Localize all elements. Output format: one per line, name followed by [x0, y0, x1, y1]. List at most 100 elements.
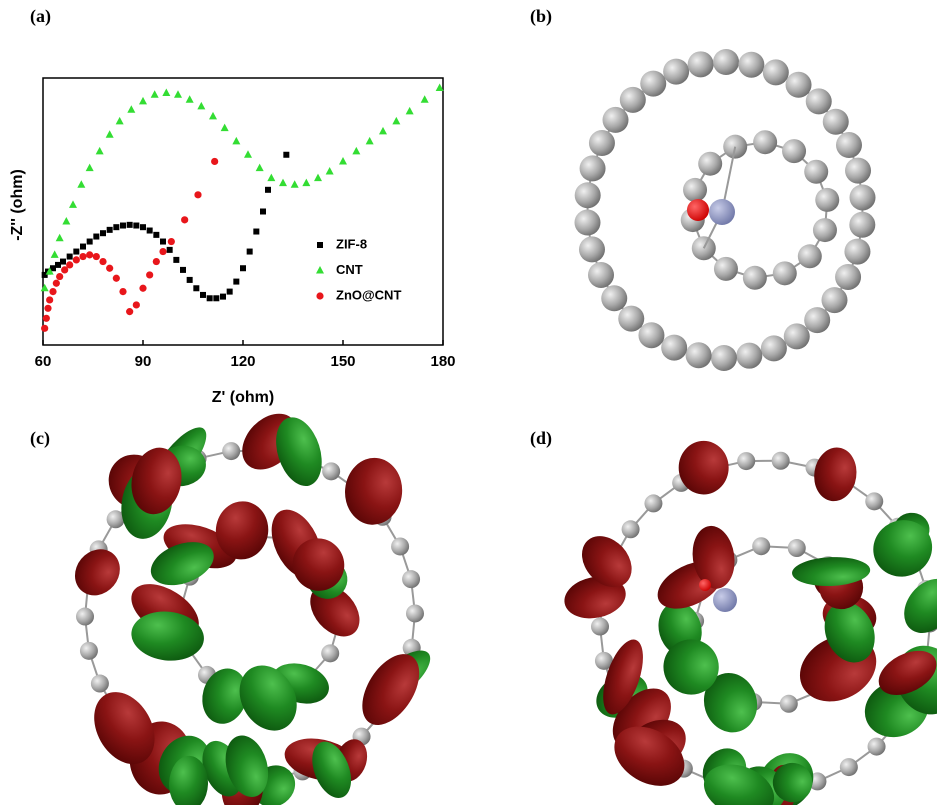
atom — [835, 264, 861, 290]
atom — [588, 262, 614, 288]
atom — [709, 199, 735, 225]
atom — [391, 537, 409, 555]
point — [120, 223, 126, 229]
atom — [638, 322, 664, 348]
atom — [865, 492, 883, 510]
atom — [644, 494, 662, 512]
legend-label: CNT — [336, 262, 363, 277]
point — [69, 200, 77, 208]
point — [41, 325, 48, 332]
atom — [618, 306, 644, 332]
point — [366, 137, 374, 145]
atom — [849, 212, 875, 238]
point — [60, 259, 66, 265]
point — [326, 167, 334, 175]
y-axis-label: -Z'' (ohm) — [9, 169, 26, 241]
atom — [782, 139, 806, 163]
point — [67, 254, 73, 260]
point — [41, 284, 49, 292]
point — [253, 229, 259, 235]
atom — [836, 132, 862, 158]
point — [173, 257, 179, 263]
atom — [784, 323, 810, 349]
atom — [620, 87, 646, 113]
atom — [699, 579, 711, 591]
plot-frame — [43, 78, 443, 345]
point — [44, 305, 51, 312]
point — [56, 234, 64, 242]
legend-label: ZIF-8 — [336, 236, 367, 251]
point — [93, 253, 100, 260]
point — [86, 251, 93, 258]
atom — [687, 199, 709, 221]
point — [153, 258, 160, 265]
atom — [222, 442, 240, 460]
point — [244, 150, 252, 158]
atom — [579, 236, 605, 262]
atom — [321, 644, 339, 662]
point — [126, 308, 133, 315]
point — [227, 289, 233, 295]
point — [96, 147, 104, 155]
point — [99, 258, 106, 265]
orbital-lobe — [66, 540, 129, 604]
atom — [772, 452, 790, 470]
legend-marker — [316, 266, 324, 274]
point — [79, 253, 86, 260]
atom — [752, 537, 770, 555]
point — [221, 124, 229, 132]
point — [107, 227, 113, 233]
point — [260, 209, 266, 215]
point — [87, 239, 93, 245]
legend-label: ZnO@CNT — [336, 287, 401, 302]
point — [43, 315, 50, 322]
point — [160, 239, 166, 245]
point — [151, 90, 159, 98]
atom — [686, 342, 712, 368]
atom — [698, 152, 722, 176]
point — [379, 127, 387, 134]
figure: (a) (b) (c) (d) Z' (ohm) -Z'' (ohm) 6090… — [0, 0, 937, 805]
point — [279, 179, 287, 187]
atom — [603, 107, 629, 133]
point — [140, 224, 146, 230]
point — [133, 223, 139, 229]
point — [220, 294, 226, 300]
point — [211, 158, 218, 165]
point — [197, 102, 205, 110]
atom — [821, 287, 847, 313]
point — [314, 174, 322, 182]
point — [167, 247, 173, 253]
x-tick-label: 180 — [430, 353, 455, 370]
point — [51, 250, 59, 258]
point — [116, 117, 124, 125]
atom — [580, 155, 606, 181]
atom — [798, 244, 822, 268]
point — [181, 216, 188, 223]
point — [153, 232, 159, 238]
atom — [574, 210, 600, 236]
point — [162, 89, 170, 97]
atom — [753, 130, 777, 154]
atom — [601, 285, 627, 311]
atom — [840, 758, 858, 776]
atom — [714, 257, 738, 281]
atom — [868, 738, 886, 756]
atom — [786, 72, 812, 98]
point — [133, 301, 140, 308]
point — [127, 222, 133, 228]
atom — [589, 130, 615, 156]
point — [174, 90, 182, 98]
point — [49, 288, 56, 295]
point — [240, 265, 246, 271]
atom — [80, 642, 98, 660]
atom — [640, 71, 666, 97]
atom — [622, 520, 640, 538]
point — [265, 187, 271, 193]
atom — [813, 218, 837, 242]
atom — [845, 158, 871, 184]
atom — [804, 307, 830, 333]
point — [139, 97, 147, 105]
atom — [738, 52, 764, 78]
point — [113, 224, 119, 230]
